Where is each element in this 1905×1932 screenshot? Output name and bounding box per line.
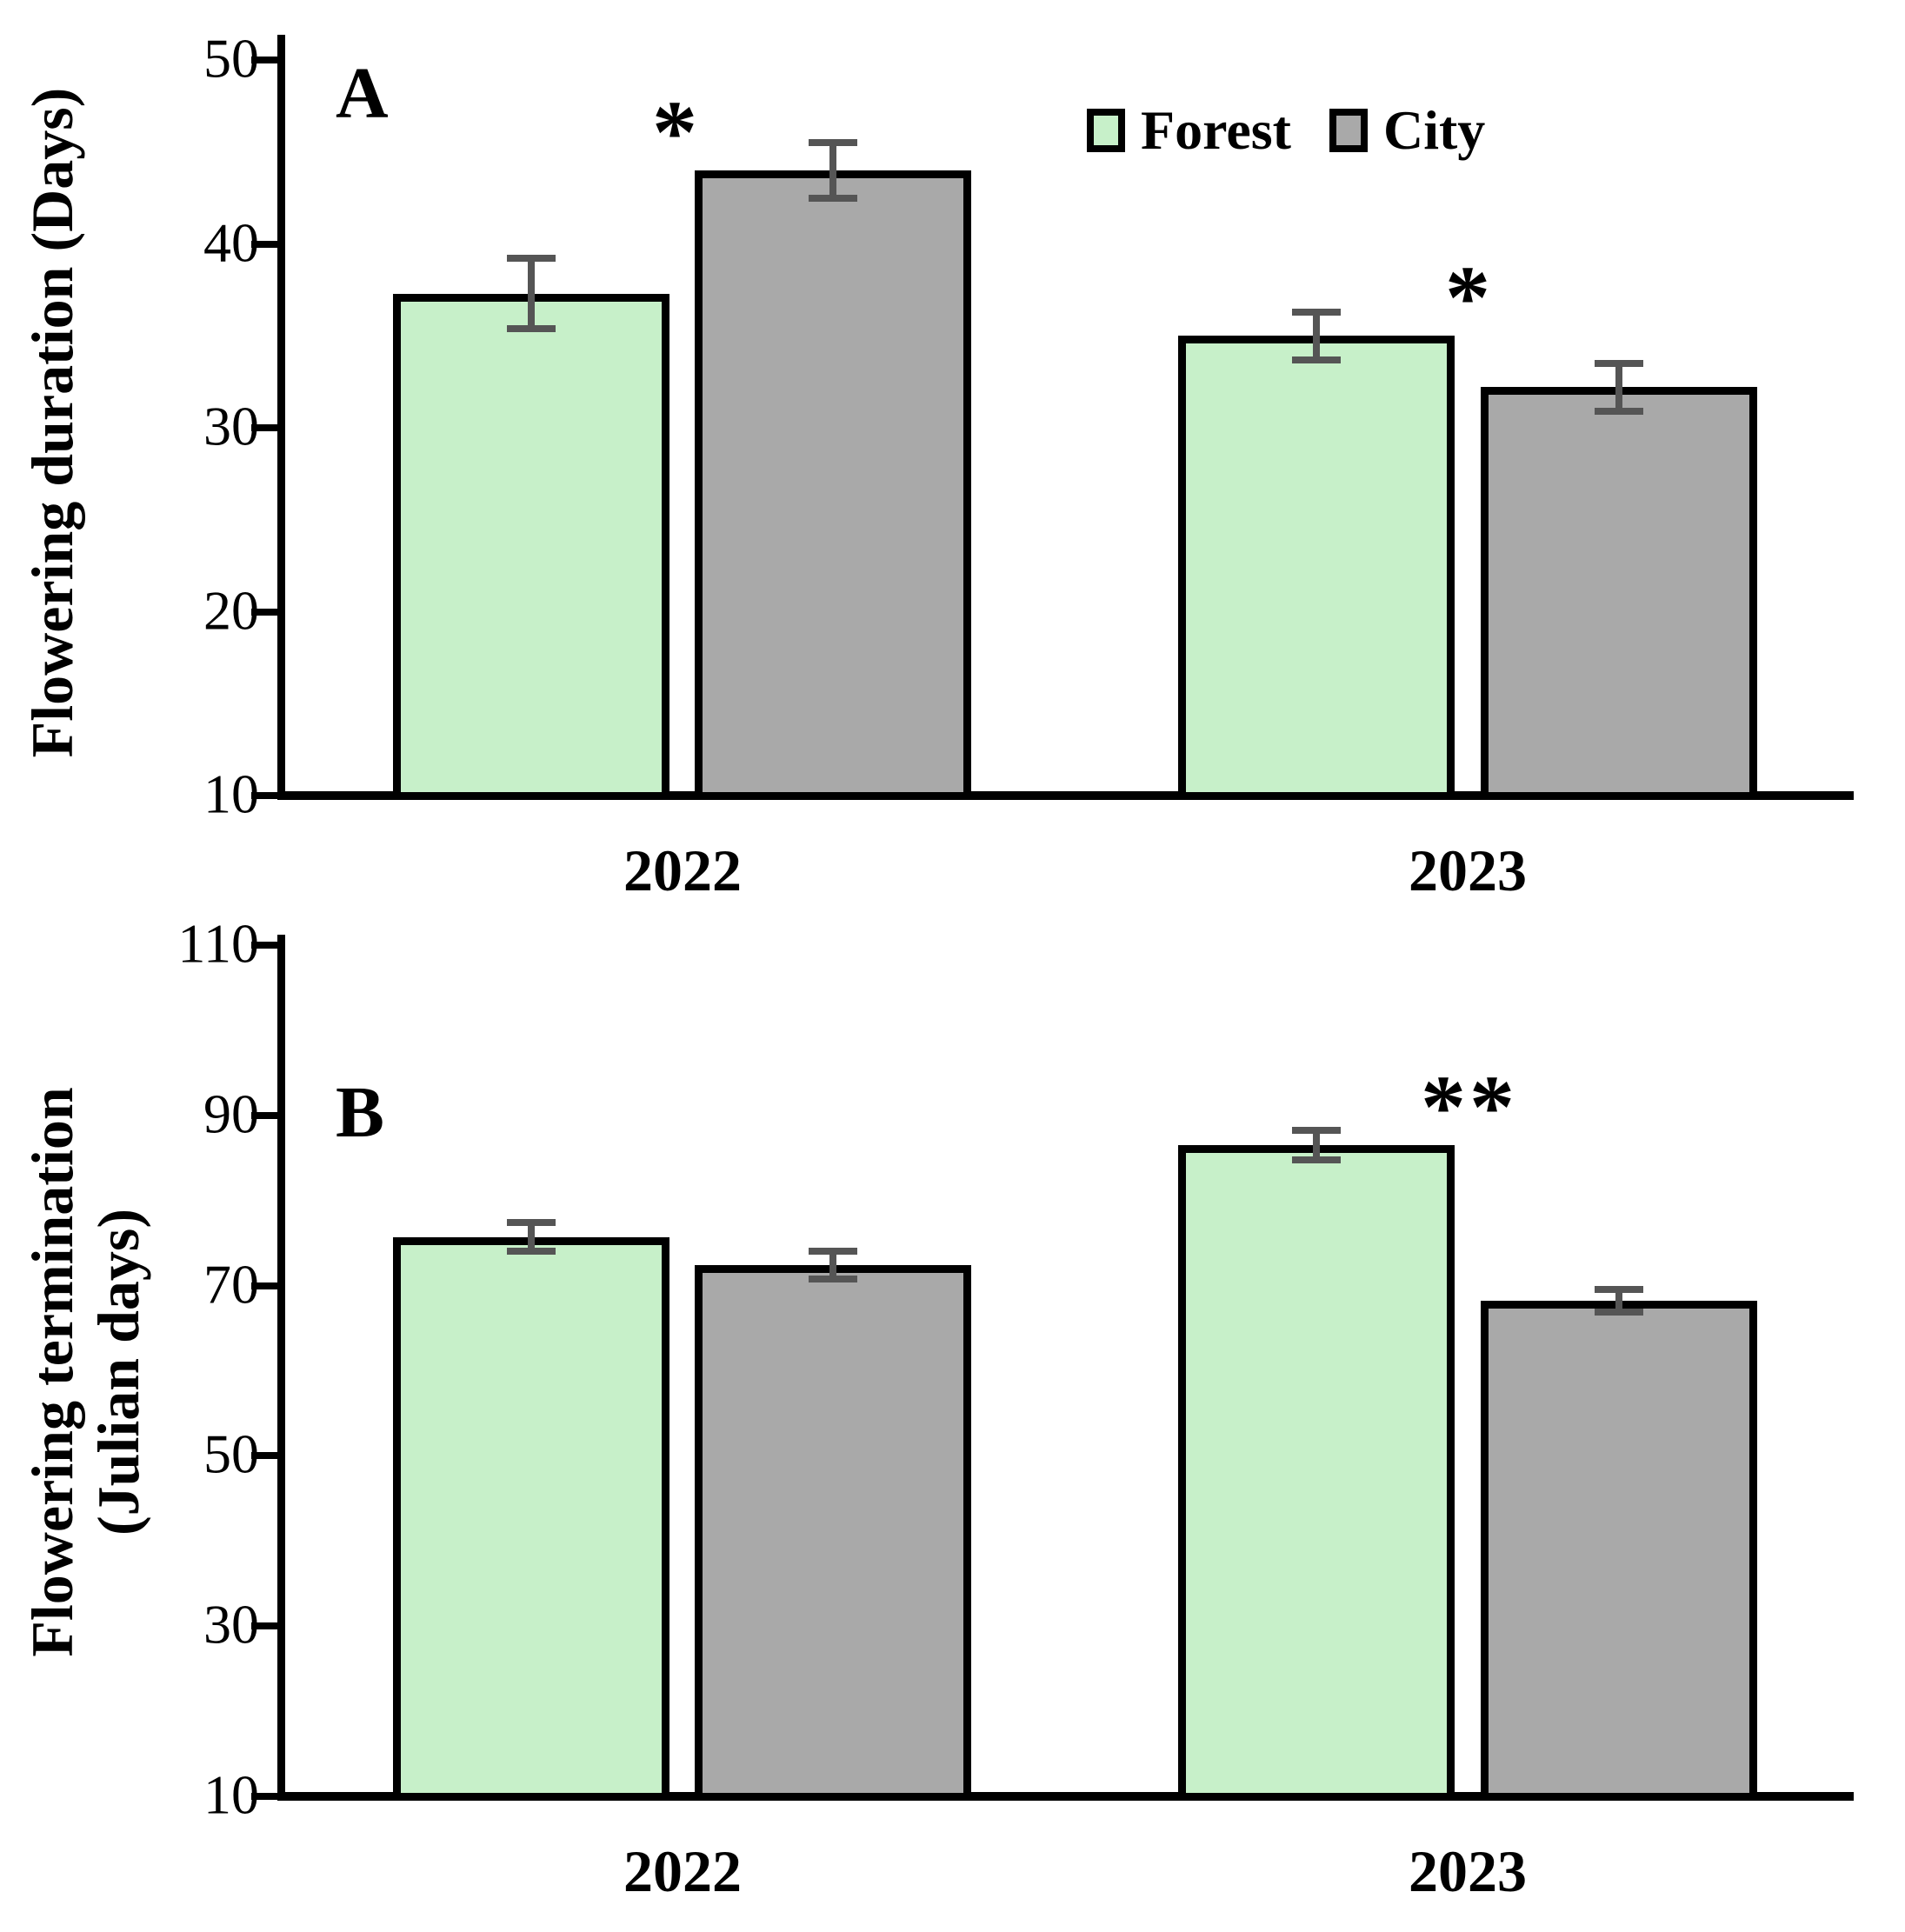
y-tick-mark — [251, 792, 277, 799]
error-bar-cap — [1292, 356, 1341, 363]
y-axis-line — [277, 35, 285, 800]
y-axis-line — [277, 935, 285, 1801]
y-tick-mark — [251, 424, 277, 431]
x-category-label: 2022 — [623, 837, 742, 903]
error-bar-cap — [507, 255, 556, 262]
bar-forest-2022 — [393, 1237, 669, 1801]
y-tick-mark — [251, 241, 277, 248]
y-tick-label: 90 — [203, 1083, 259, 1145]
error-bar-cap — [1292, 1127, 1341, 1134]
error-bar-cap — [809, 1276, 857, 1282]
legend-city-label: City — [1382, 99, 1486, 161]
error-bar-line — [528, 258, 535, 328]
x-category-label: 2023 — [1409, 1838, 1527, 1904]
bar-city-2023 — [1481, 1301, 1757, 1801]
error-bar-line — [1313, 1130, 1320, 1159]
x-axis-line — [277, 1792, 1854, 1801]
y-tick-label: 10 — [203, 1763, 259, 1826]
significance-mark: * — [1445, 248, 1494, 348]
y-tick-label: 50 — [203, 27, 259, 90]
y-tick-label: 10 — [203, 763, 259, 825]
legend-forest-label: Forest — [1141, 99, 1291, 161]
legend-city-swatch — [1329, 109, 1368, 152]
legend-forest-swatch — [1087, 109, 1125, 152]
y-tick-mark — [251, 942, 277, 949]
y-tick-label: 50 — [203, 1422, 259, 1485]
panel-b-letter: B — [336, 1072, 385, 1153]
y-tick-mark — [251, 1282, 277, 1289]
significance-mark: * — [652, 83, 701, 183]
y-tick-mark — [251, 1793, 277, 1800]
error-bar-cap — [507, 325, 556, 332]
y-tick-label: 110 — [177, 912, 259, 975]
error-bar-cap — [809, 195, 857, 202]
error-bar-cap — [809, 1248, 857, 1255]
bar-forest-2022 — [393, 294, 669, 800]
x-axis-line — [277, 791, 1854, 800]
error-bar-cap — [1292, 309, 1341, 316]
bar-city-2023 — [1481, 387, 1757, 800]
panel-b-y-axis-title: Flowering termination (Julian days) — [18, 1087, 151, 1657]
y-tick-mark — [251, 609, 277, 616]
error-bar-line — [528, 1222, 535, 1251]
y-tick-label: 40 — [203, 211, 259, 274]
y-tick-mark — [251, 1112, 277, 1119]
x-category-label: 2022 — [623, 1838, 742, 1904]
y-tick-mark — [251, 57, 277, 63]
error-bar-line — [1313, 312, 1320, 360]
error-bar-cap — [507, 1248, 556, 1255]
bar-city-2022 — [695, 1265, 971, 1801]
error-bar-line — [829, 1251, 836, 1278]
error-bar-cap — [1595, 408, 1643, 415]
y-tick-mark — [251, 1622, 277, 1629]
error-bar-cap — [1595, 1286, 1643, 1293]
y-tick-label: 20 — [203, 579, 259, 642]
error-bar-cap — [809, 139, 857, 146]
panel-a-letter: A — [336, 53, 389, 134]
legend: Forest City — [1087, 103, 1485, 158]
x-category-label: 2023 — [1409, 837, 1527, 903]
error-bar-line — [1615, 363, 1622, 411]
error-bar-cap — [1292, 1156, 1341, 1163]
error-bar-line — [829, 143, 836, 197]
bar-forest-2023 — [1178, 1145, 1455, 1801]
bar-forest-2023 — [1178, 336, 1455, 800]
significance-mark: ** — [1421, 1057, 1518, 1157]
error-bar-cap — [1595, 360, 1643, 367]
error-bar-line — [1615, 1289, 1622, 1311]
y-tick-label: 70 — [203, 1253, 259, 1316]
y-tick-label: 30 — [203, 1593, 259, 1656]
bar-city-2022 — [695, 170, 971, 800]
error-bar-cap — [507, 1219, 556, 1226]
error-bar-cap — [1595, 1309, 1643, 1316]
y-tick-label: 30 — [203, 395, 259, 457]
panel-a-y-axis-title: Flowering duration (Days) — [18, 87, 85, 758]
y-tick-mark — [251, 1452, 277, 1459]
